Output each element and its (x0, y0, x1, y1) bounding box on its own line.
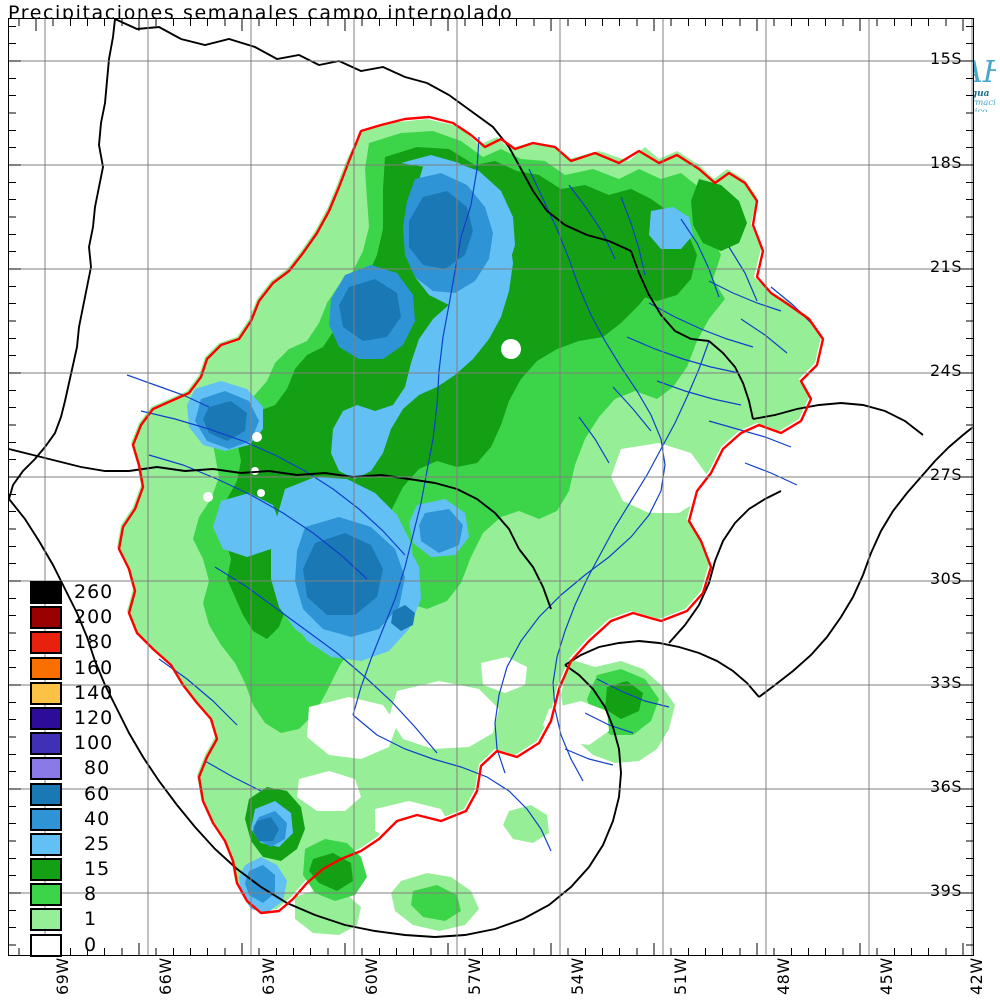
legend-row: 200 (30, 605, 126, 630)
legend-value-label: 180 (74, 631, 114, 654)
legend-value-label: 0 (84, 933, 98, 956)
legend-value-label: 80 (84, 757, 111, 780)
legend-value-label: 260 (74, 581, 114, 603)
legend-swatch (30, 832, 62, 856)
legend-row: 1 (30, 907, 126, 932)
lon-label-42W: 42W (967, 957, 986, 995)
lat-label-18S: 18S (930, 153, 963, 172)
legend-value-label: 1 (84, 908, 98, 931)
legend-value-label: 25 (84, 832, 111, 855)
map-frame (8, 18, 974, 956)
legend-row: 160 (30, 656, 126, 681)
lat-label-15S: 15S (930, 49, 963, 68)
legend-row: 0 (30, 933, 126, 958)
legend-row: 15 (30, 857, 126, 882)
legend-value-label: 60 (84, 782, 111, 805)
lon-label-57W: 57W (465, 957, 484, 995)
legend-swatch (30, 656, 62, 680)
precipitation-color-legend: 260 200 180 160 140 120 100 80 60 40 25 15 8 1 0 (30, 580, 126, 958)
legend-row: 8 (30, 882, 126, 907)
legend-row: 140 (30, 681, 126, 706)
legend-swatch (30, 782, 62, 806)
lat-label-24S: 24S (930, 361, 963, 380)
lon-label-63W: 63W (259, 957, 278, 995)
legend-row: 260 (30, 580, 126, 605)
lon-label-45W: 45W (877, 957, 896, 995)
legend-row: 25 (30, 832, 126, 857)
legend-value-label: 40 (84, 807, 111, 830)
legend-swatch (30, 732, 62, 756)
legend-value-label: 200 (74, 606, 114, 629)
lon-label-51W: 51W (671, 957, 690, 995)
legend-row: 80 (30, 756, 126, 781)
lat-label-36S: 36S (930, 777, 963, 796)
legend-row: 120 (30, 706, 126, 731)
legend-value-label: 160 (74, 656, 114, 679)
precipitation-field (117, 119, 821, 935)
legend-value-label: 100 (74, 732, 114, 755)
country-borders (9, 19, 973, 938)
river-network (126, 136, 814, 852)
basin-boundary (117, 115, 825, 915)
lon-label-48W: 48W (774, 957, 793, 995)
legend-value-label: 140 (74, 681, 114, 704)
legend-value-label: 15 (84, 858, 111, 881)
legend-row: 60 (30, 782, 126, 807)
legend-row: 40 (30, 807, 126, 832)
legend-swatch (30, 581, 62, 604)
map-plot-area (9, 19, 973, 955)
legend-value-label: 120 (74, 706, 114, 729)
lat-label-30S: 30S (930, 569, 963, 588)
legend-row: 100 (30, 731, 126, 756)
lon-label-66W: 66W (156, 957, 175, 995)
legend-swatch (30, 706, 62, 730)
legend-swatch (30, 681, 62, 705)
lon-label-60W: 60W (362, 957, 381, 995)
lat-label-27S: 27S (930, 465, 963, 484)
lat-label-21S: 21S (930, 257, 963, 276)
legend-value-label: 8 (84, 883, 98, 906)
lon-label-54W: 54W (568, 957, 587, 995)
legend-swatch (30, 908, 62, 932)
legend-swatch (30, 631, 62, 655)
legend-row: 180 (30, 630, 126, 655)
legend-swatch (30, 606, 62, 630)
legend-swatch (30, 757, 62, 781)
lon-label-69W: 69W (53, 957, 72, 995)
lat-label-39S: 39S (930, 881, 963, 900)
legend-swatch (30, 883, 62, 907)
legend-swatch (30, 807, 62, 831)
legend-swatch (30, 933, 62, 957)
legend-swatch (30, 858, 62, 882)
lat-label-33S: 33S (930, 673, 963, 692)
